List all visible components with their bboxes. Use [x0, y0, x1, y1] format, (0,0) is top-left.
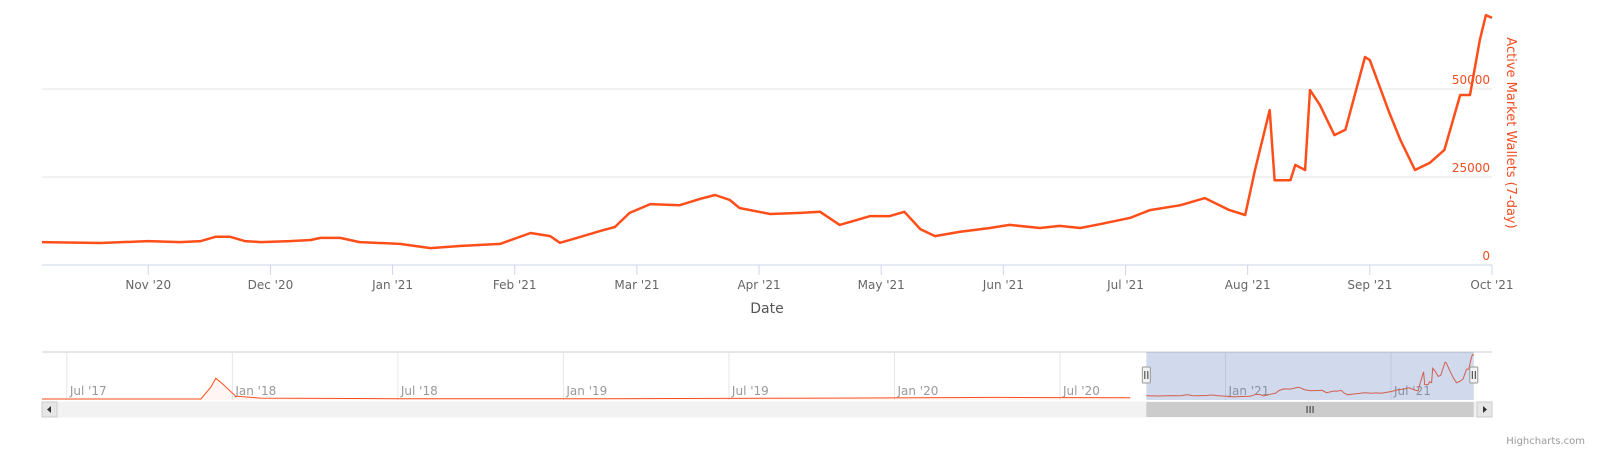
- navigator-line: [42, 377, 1131, 400]
- handle-box: [1469, 366, 1479, 384]
- x-tick-label: Feb '21: [493, 278, 537, 292]
- x-tick-label: Nov '20: [125, 278, 171, 292]
- y-tick-label: 25000: [1452, 161, 1490, 175]
- scrollbar-arrow: [1483, 406, 1487, 413]
- y-tick-label: 50000: [1452, 73, 1490, 87]
- line-series: [41, 13, 1493, 250]
- y-axis-title: Active Market Wallets (7-day): [1503, 37, 1518, 228]
- navigator-tick-label: Jan '19: [565, 384, 607, 398]
- handle-box: [1141, 366, 1151, 384]
- x-axis-title: Date: [750, 301, 783, 317]
- x-tick-label: Jul '21: [1106, 278, 1144, 292]
- x-tick-label: May '21: [858, 278, 905, 292]
- x-tick-label: Dec '20: [248, 278, 294, 292]
- y-tick-label: 0: [1482, 249, 1490, 263]
- navigator-line: [1146, 353, 1474, 398]
- navigator-mask: [1146, 352, 1474, 400]
- credits[interactable]: Highcharts.com: [1506, 436, 1585, 447]
- scrollbar-arrow: [47, 406, 51, 413]
- x-tick-label: Aug '21: [1225, 278, 1271, 292]
- navigator-tick-label: Jul '17: [69, 384, 107, 398]
- navigator-tick-label: Jan '18: [234, 384, 276, 398]
- x-tick-label: Sep '21: [1347, 278, 1392, 292]
- x-tick-label: Jan '21: [371, 278, 413, 292]
- navigator-tick-label: Jul '19: [731, 384, 769, 398]
- navigator-tick-label: Jul '20: [1062, 384, 1100, 398]
- navigator-tick-label: Jan '20: [896, 384, 938, 398]
- navigator-tick-label: Jul '18: [400, 384, 438, 398]
- x-tick-label: Oct '21: [1470, 278, 1513, 292]
- navigator-handle[interactable]: [1469, 366, 1479, 384]
- navigator-handle[interactable]: [1141, 366, 1151, 384]
- navigator-tick-label: Jul '21: [1393, 384, 1431, 398]
- x-tick-label: Apr '21: [737, 278, 780, 292]
- x-tick-label: Jun '21: [982, 278, 1024, 292]
- x-tick-label: Mar '21: [614, 278, 659, 292]
